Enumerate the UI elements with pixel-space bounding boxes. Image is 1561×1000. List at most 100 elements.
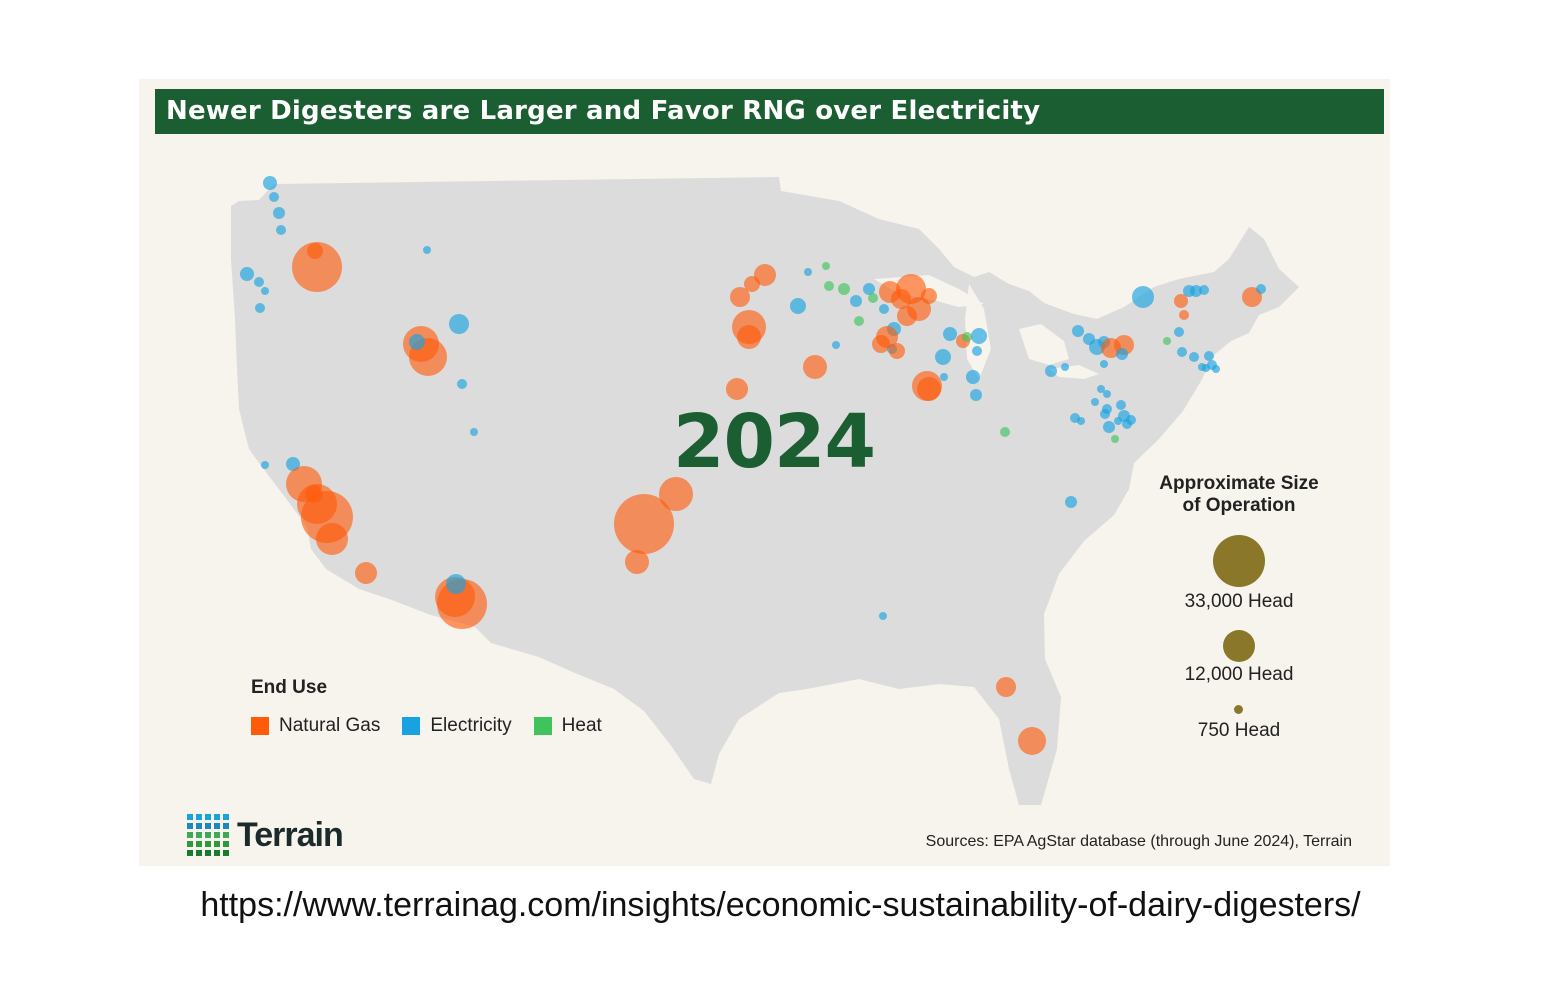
digester-marker xyxy=(1072,325,1084,337)
digester-marker xyxy=(240,267,254,281)
digester-marker xyxy=(316,523,348,555)
size-dot-large xyxy=(1213,535,1265,587)
digester-marker xyxy=(854,316,864,326)
digester-marker xyxy=(912,371,942,401)
digester-marker xyxy=(838,283,850,295)
digester-marker xyxy=(896,274,926,304)
digester-marker xyxy=(943,327,957,341)
size-label-small: 750 Head xyxy=(1197,720,1281,741)
size-label-medium: 12,000 Head xyxy=(1184,664,1294,685)
digester-marker xyxy=(996,677,1016,697)
digester-marker xyxy=(804,268,812,276)
digester-marker xyxy=(1122,419,1132,429)
legend-label-heat: Heat xyxy=(561,715,602,736)
legend-item-electricity: Electricity xyxy=(402,715,512,737)
digester-marker xyxy=(1198,363,1206,371)
digester-marker xyxy=(863,283,875,295)
digester-marker xyxy=(824,281,834,291)
digester-marker xyxy=(1077,417,1085,425)
digester-marker xyxy=(1000,427,1010,437)
digester-marker xyxy=(1103,390,1111,398)
digester-marker xyxy=(1177,347,1187,357)
digester-marker xyxy=(1163,337,1171,345)
digester-marker xyxy=(889,343,905,359)
digester-marker xyxy=(1189,352,1199,362)
legend-label-natural-gas: Natural Gas xyxy=(279,715,381,736)
digester-marker xyxy=(276,225,286,235)
digester-marker xyxy=(254,277,264,287)
legend-swatch-heat xyxy=(533,717,552,735)
digester-marker xyxy=(832,341,840,349)
digester-marker xyxy=(307,243,323,259)
digester-marker xyxy=(286,457,300,471)
digester-marker xyxy=(409,334,425,350)
digester-marker xyxy=(1212,365,1220,373)
digester-marker xyxy=(940,373,948,381)
year-label: 2024 xyxy=(673,399,876,485)
legend-title: End Use xyxy=(251,677,328,698)
terrain-logo: Terrain xyxy=(187,814,344,856)
infographic-card: Newer Digesters are Larger and Favor RNG… xyxy=(139,79,1390,866)
digester-marker xyxy=(971,328,987,344)
digester-marker xyxy=(1179,310,1189,320)
digester-marker xyxy=(1204,351,1214,361)
great-lakes xyxy=(874,275,1099,379)
digester-marker xyxy=(1100,360,1108,368)
digester-marker xyxy=(850,295,862,307)
digester-marker xyxy=(1174,294,1188,308)
digester-marker xyxy=(822,262,830,270)
brand-name: Terrain xyxy=(237,815,344,854)
digester-marker xyxy=(897,306,917,326)
source-url: https://www.terrainag.com/insights/econo… xyxy=(200,886,1361,924)
digester-marker xyxy=(737,325,761,349)
digester-marker xyxy=(1174,327,1184,337)
digester-marker xyxy=(972,346,982,356)
logo-grid-icon xyxy=(187,814,229,856)
legend-item-heat: Heat xyxy=(533,715,602,737)
size-legend-title-line2: of Operation xyxy=(1182,495,1296,516)
digester-marker xyxy=(966,370,980,384)
digester-marker xyxy=(263,176,277,190)
digester-marker xyxy=(273,207,285,219)
size-label-large: 33,000 Head xyxy=(1184,591,1294,612)
digester-marker xyxy=(879,304,889,314)
digester-marker xyxy=(659,477,693,511)
end-use-legend: End Use Natural Gas Electricity Heat xyxy=(251,677,602,737)
size-dot-small xyxy=(1234,705,1243,714)
legend-label-electricity: Electricity xyxy=(430,715,512,736)
digester-marker xyxy=(1103,421,1115,433)
digester-marker xyxy=(449,314,469,334)
legend-item-natural-gas: Natural Gas xyxy=(251,715,380,737)
digester-marker xyxy=(1097,385,1105,393)
legend-swatch-electricity xyxy=(402,717,421,735)
legend-swatch-natural-gas xyxy=(251,717,269,735)
digester-marker xyxy=(457,379,467,389)
digester-marker xyxy=(1065,496,1077,508)
digester-marker xyxy=(962,332,972,342)
digester-marker xyxy=(261,287,269,295)
sources-note: Sources: EPA AgStar database (through Ju… xyxy=(925,833,1352,850)
digester-marker xyxy=(470,428,478,436)
digester-marker xyxy=(355,562,377,584)
digester-marker xyxy=(261,461,269,469)
digester-marker xyxy=(726,378,748,400)
size-legend-title-line1: Approximate Size xyxy=(1159,473,1319,494)
digester-marker xyxy=(1116,348,1128,360)
size-legend: Approximate Size of Operation 33,000 Hea… xyxy=(1149,473,1329,753)
digester-marker xyxy=(970,389,982,401)
digester-marker xyxy=(1018,727,1046,755)
digester-marker xyxy=(423,246,431,254)
digester-marker xyxy=(803,355,827,379)
digester-marker xyxy=(292,242,342,292)
digester-marker xyxy=(305,485,323,503)
chart-title: Newer Digesters are Larger and Favor RNG… xyxy=(155,89,1384,134)
digester-marker xyxy=(446,574,466,594)
digester-marker xyxy=(255,303,265,313)
digester-marker xyxy=(1114,417,1122,425)
digester-markers xyxy=(240,176,1266,755)
digester-marker xyxy=(625,550,649,574)
digester-marker xyxy=(1091,398,1099,406)
digester-marker xyxy=(1111,435,1119,443)
digester-marker xyxy=(744,276,760,292)
digester-marker xyxy=(754,264,776,286)
